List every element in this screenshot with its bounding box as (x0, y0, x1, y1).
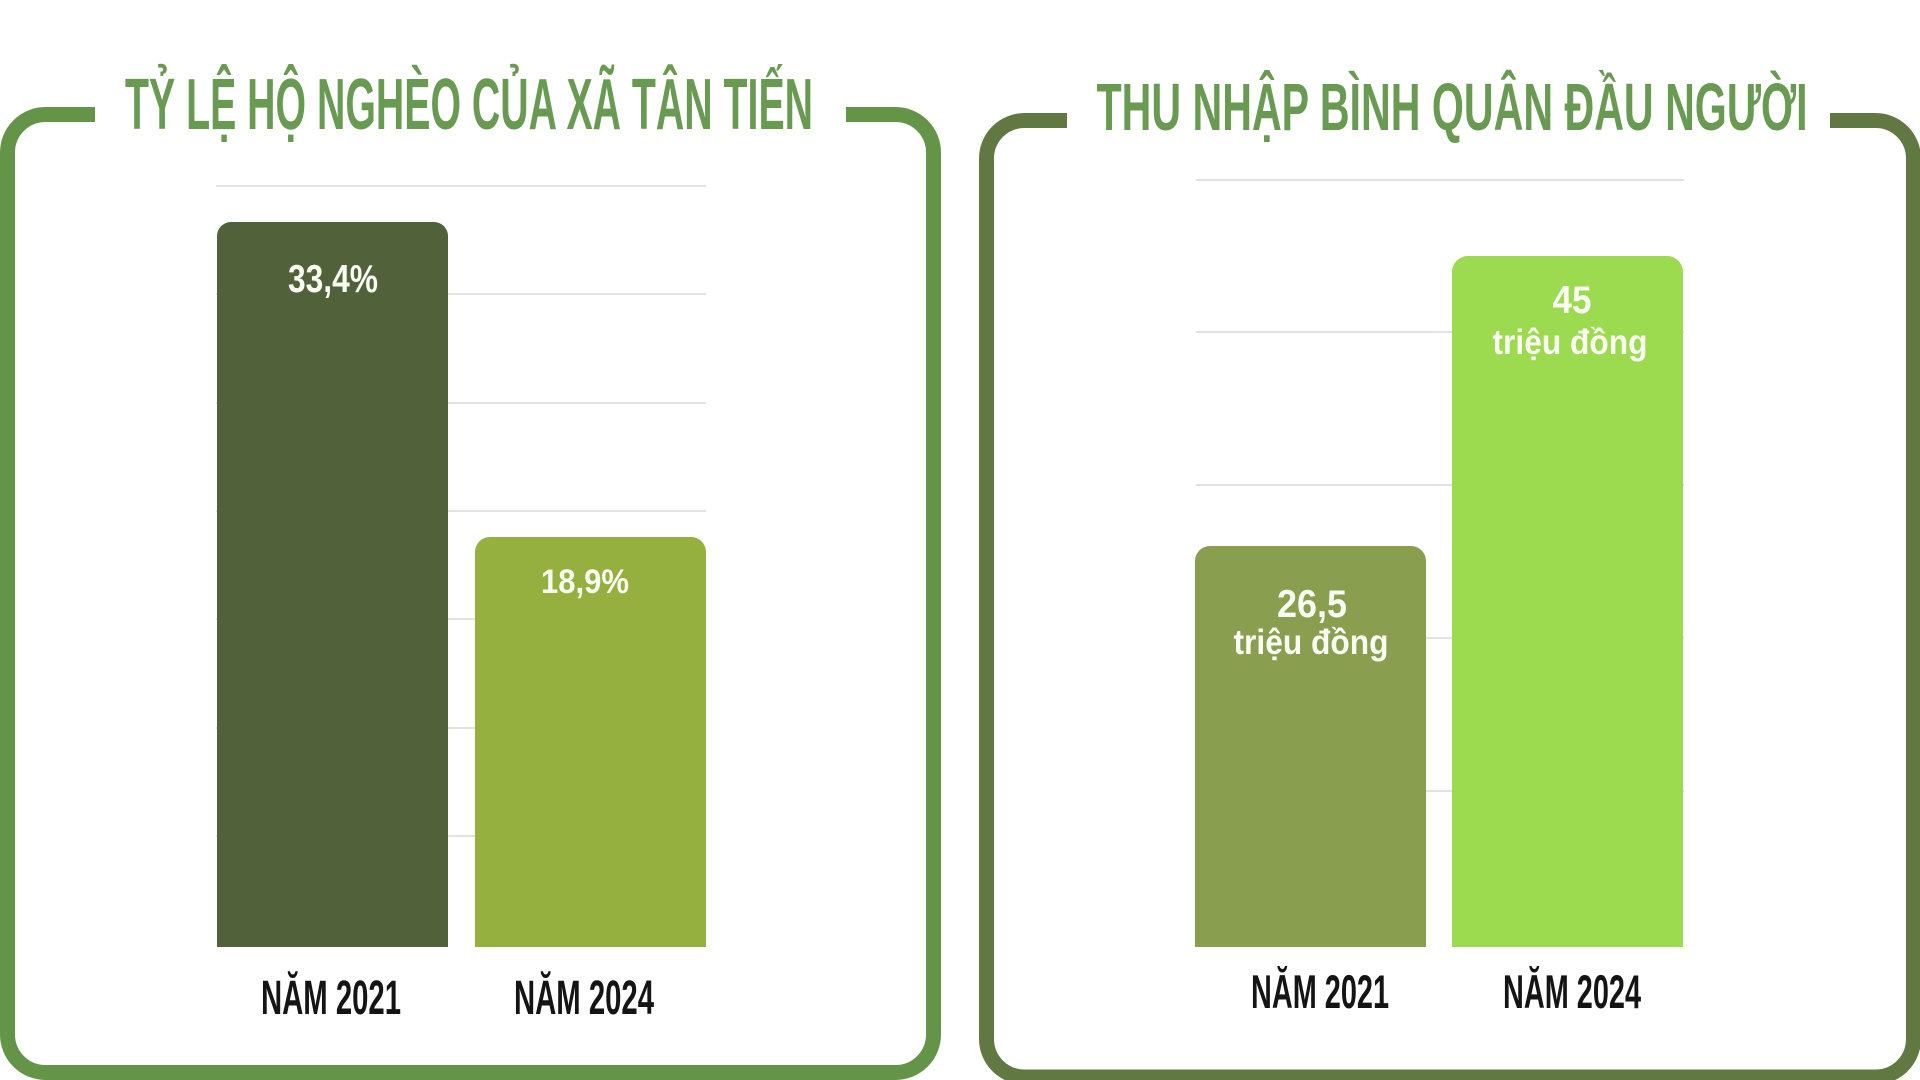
svg-text:triệu đồng: triệu đồng (1234, 623, 1389, 662)
svg-text:NĂM 2024: NĂM 2024 (514, 971, 654, 1025)
svg-text:NĂM 2021: NĂM 2021 (261, 971, 401, 1025)
svg-text:NĂM 2024: NĂM 2024 (1503, 965, 1641, 1018)
svg-text:45: 45 (1553, 279, 1592, 322)
svg-text:33,4%: 33,4% (288, 258, 378, 301)
svg-text:18,9%: 18,9% (541, 563, 629, 601)
svg-text:NĂM 2021: NĂM 2021 (1251, 965, 1389, 1018)
svg-text:TỶ LỆ HỘ NGHÈO CỦA XÃ TÂN TIẾN: TỶ LỆ HỘ NGHÈO CỦA XÃ TÂN TIẾN (125, 64, 813, 145)
svg-text:26,5: 26,5 (1277, 583, 1347, 626)
svg-text:triệu đồng: triệu đồng (1493, 323, 1648, 362)
svg-text:THU NHẬP BÌNH QUÂN ĐẦU NGƯỜI: THU NHẬP BÌNH QUÂN ĐẦU NGƯỜI (1097, 70, 1808, 145)
